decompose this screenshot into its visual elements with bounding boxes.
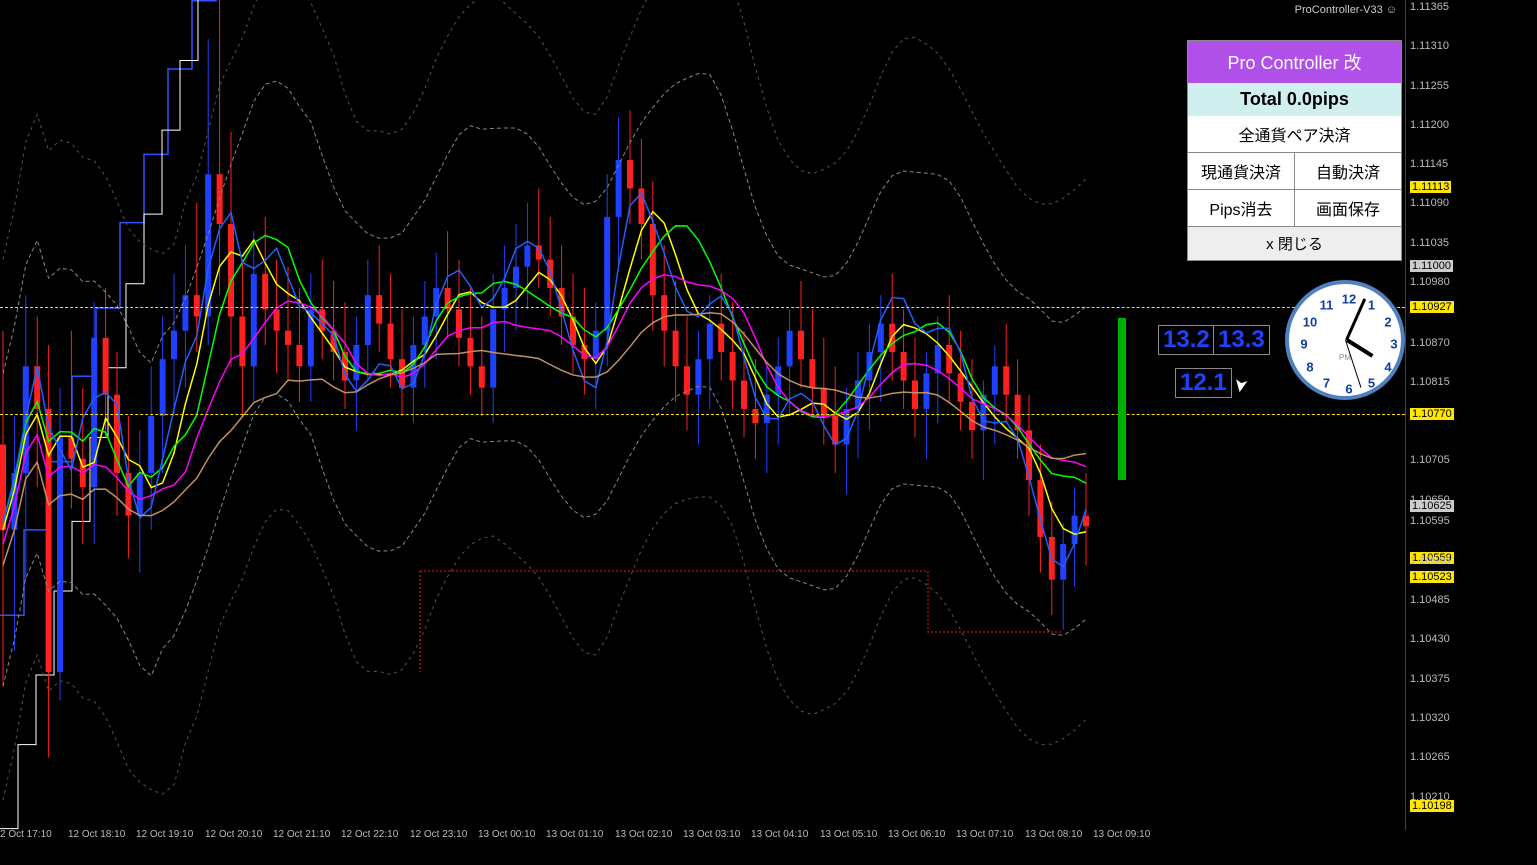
price-tick: 1.10198 [1410, 800, 1454, 812]
price-tick: 1.10265 [1410, 751, 1450, 763]
save-screen-button[interactable]: 画面保存 [1295, 190, 1401, 226]
price-tick: 1.11035 [1410, 237, 1449, 249]
quote-ask: 13.2 [1158, 325, 1215, 355]
price-tick: 1.10375 [1410, 673, 1450, 685]
close-button[interactable]: x 閉じる [1188, 227, 1401, 260]
range-bar [1118, 318, 1126, 480]
price-tick: 1.10770 [1410, 408, 1454, 420]
controller-panel: Pro Controller 改 Total 0.0pips 全通貨ペア決済 現… [1187, 40, 1402, 261]
price-tick: 1.10815 [1410, 376, 1450, 388]
settle-current-button[interactable]: 現通貨決済 [1188, 153, 1295, 189]
time-tick: 13 Oct 00:10 [478, 829, 535, 840]
time-tick: 12 Oct 22:10 [341, 829, 398, 840]
panel-total: Total 0.0pips [1188, 83, 1401, 116]
price-tick: 1.10980 [1410, 276, 1450, 288]
price-tick: 1.10595 [1410, 515, 1450, 527]
clear-pips-button[interactable]: Pips消去 [1188, 190, 1295, 226]
price-tick: 1.11255 [1410, 80, 1449, 92]
settle-all-button[interactable]: 全通貨ペア決済 [1188, 116, 1401, 152]
price-tick: 1.10705 [1410, 454, 1450, 466]
time-tick: 2 Oct 17:10 [0, 829, 52, 840]
time-tick: 13 Oct 01:10 [546, 829, 603, 840]
price-tick: 1.11145 [1410, 158, 1448, 170]
time-tick: 13 Oct 03:10 [683, 829, 740, 840]
time-tick: 13 Oct 04:10 [751, 829, 808, 840]
price-tick: 1.10927 [1410, 301, 1454, 313]
price-tick: 1.10430 [1410, 633, 1450, 645]
price-tick: 1.10870 [1410, 337, 1450, 349]
time-tick: 13 Oct 02:10 [615, 829, 672, 840]
price-tick: 1.11310 [1410, 40, 1449, 52]
price-tick: 1.11000 [1410, 260, 1453, 272]
price-tick: 1.10523 [1410, 571, 1454, 583]
price-tick: 1.10485 [1410, 594, 1450, 606]
time-tick: 12 Oct 18:10 [68, 829, 125, 840]
time-tick: 12 Oct 20:10 [205, 829, 262, 840]
price-tick: 1.11113 [1410, 181, 1451, 193]
time-tick: 12 Oct 23:10 [410, 829, 467, 840]
time-tick: 13 Oct 05:10 [820, 829, 877, 840]
price-tick: 1.11200 [1410, 119, 1449, 131]
time-tick: 13 Oct 06:10 [888, 829, 945, 840]
time-tick: 13 Oct 08:10 [1025, 829, 1082, 840]
horizontal-line [0, 414, 1405, 415]
time-tick: 12 Oct 19:10 [136, 829, 193, 840]
analog-clock: PM 123456789101112 [1285, 280, 1405, 400]
time-tick: 12 Oct 21:10 [273, 829, 330, 840]
time-tick: 13 Oct 09:10 [1093, 829, 1150, 840]
time-axis: 2 Oct 17:10 12 Oct 18:10 12 Oct 19:10 12 Oc… [0, 820, 1405, 840]
price-tick: 1.10625 [1410, 500, 1454, 512]
auto-settle-button[interactable]: 自動決済 [1295, 153, 1401, 189]
price-tick: 1.10320 [1410, 712, 1450, 724]
panel-title: Pro Controller 改 [1188, 41, 1401, 83]
quote-bid: 13.3 [1213, 325, 1270, 355]
price-tick: 1.11365 [1410, 1, 1449, 13]
horizontal-line [0, 307, 1405, 308]
price-tick: 1.11090 [1410, 197, 1449, 209]
price-axis: 1.11365 1.11310 1.11255 1.11200 1.11145 1.111… [1405, 0, 1537, 830]
time-tick: 13 Oct 07:10 [956, 829, 1013, 840]
quote-spread: 12.1 [1175, 368, 1232, 398]
price-tick: 1.10540 [1410, 555, 1450, 567]
